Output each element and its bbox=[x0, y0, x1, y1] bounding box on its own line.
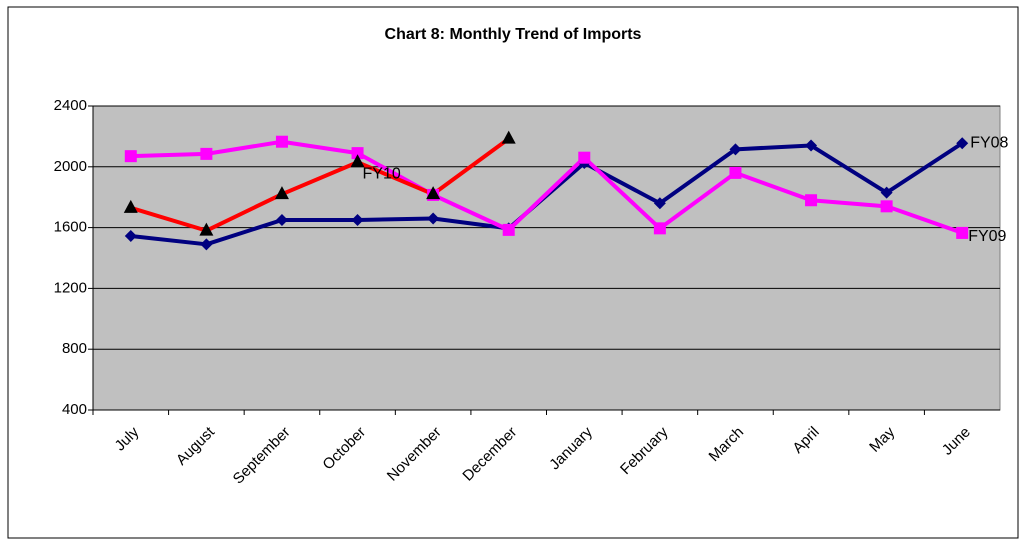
marker bbox=[199, 222, 214, 236]
marker bbox=[426, 186, 441, 200]
marker bbox=[578, 151, 591, 164]
marker bbox=[200, 147, 213, 160]
marker bbox=[274, 186, 289, 200]
marker bbox=[123, 199, 138, 213]
plot-area bbox=[92, 105, 1001, 411]
marker bbox=[956, 226, 969, 239]
marker bbox=[351, 147, 364, 160]
marker bbox=[124, 150, 137, 163]
marker bbox=[351, 214, 364, 226]
marker bbox=[275, 135, 288, 148]
series-label: FY08 bbox=[970, 134, 1008, 151]
series-line bbox=[130, 139, 963, 235]
marker bbox=[275, 214, 288, 226]
marker bbox=[653, 197, 666, 210]
marker bbox=[427, 212, 440, 225]
y-tick-label: 400 bbox=[62, 401, 87, 418]
marker bbox=[880, 186, 893, 199]
marker bbox=[501, 130, 516, 144]
series-label: FY09 bbox=[968, 228, 1006, 245]
y-tick-label: 2400 bbox=[54, 97, 87, 114]
chart-title: Chart 8: Monthly Trend of Imports bbox=[385, 26, 642, 43]
y-tick-label: 1600 bbox=[54, 219, 87, 236]
marker bbox=[805, 194, 818, 207]
marker bbox=[200, 238, 213, 251]
series-label: FY10 bbox=[363, 165, 401, 182]
marker bbox=[956, 137, 969, 150]
y-tick-label: 1200 bbox=[54, 279, 87, 296]
y-tick-label: 800 bbox=[62, 340, 87, 357]
marker bbox=[805, 139, 818, 152]
marker bbox=[502, 223, 515, 236]
marker bbox=[350, 154, 365, 168]
marker bbox=[653, 222, 666, 235]
series-line bbox=[130, 137, 510, 233]
marker bbox=[729, 166, 742, 179]
marker bbox=[880, 200, 893, 213]
marker bbox=[729, 143, 742, 156]
marker bbox=[124, 229, 137, 242]
y-tick-label: 2000 bbox=[54, 158, 87, 175]
